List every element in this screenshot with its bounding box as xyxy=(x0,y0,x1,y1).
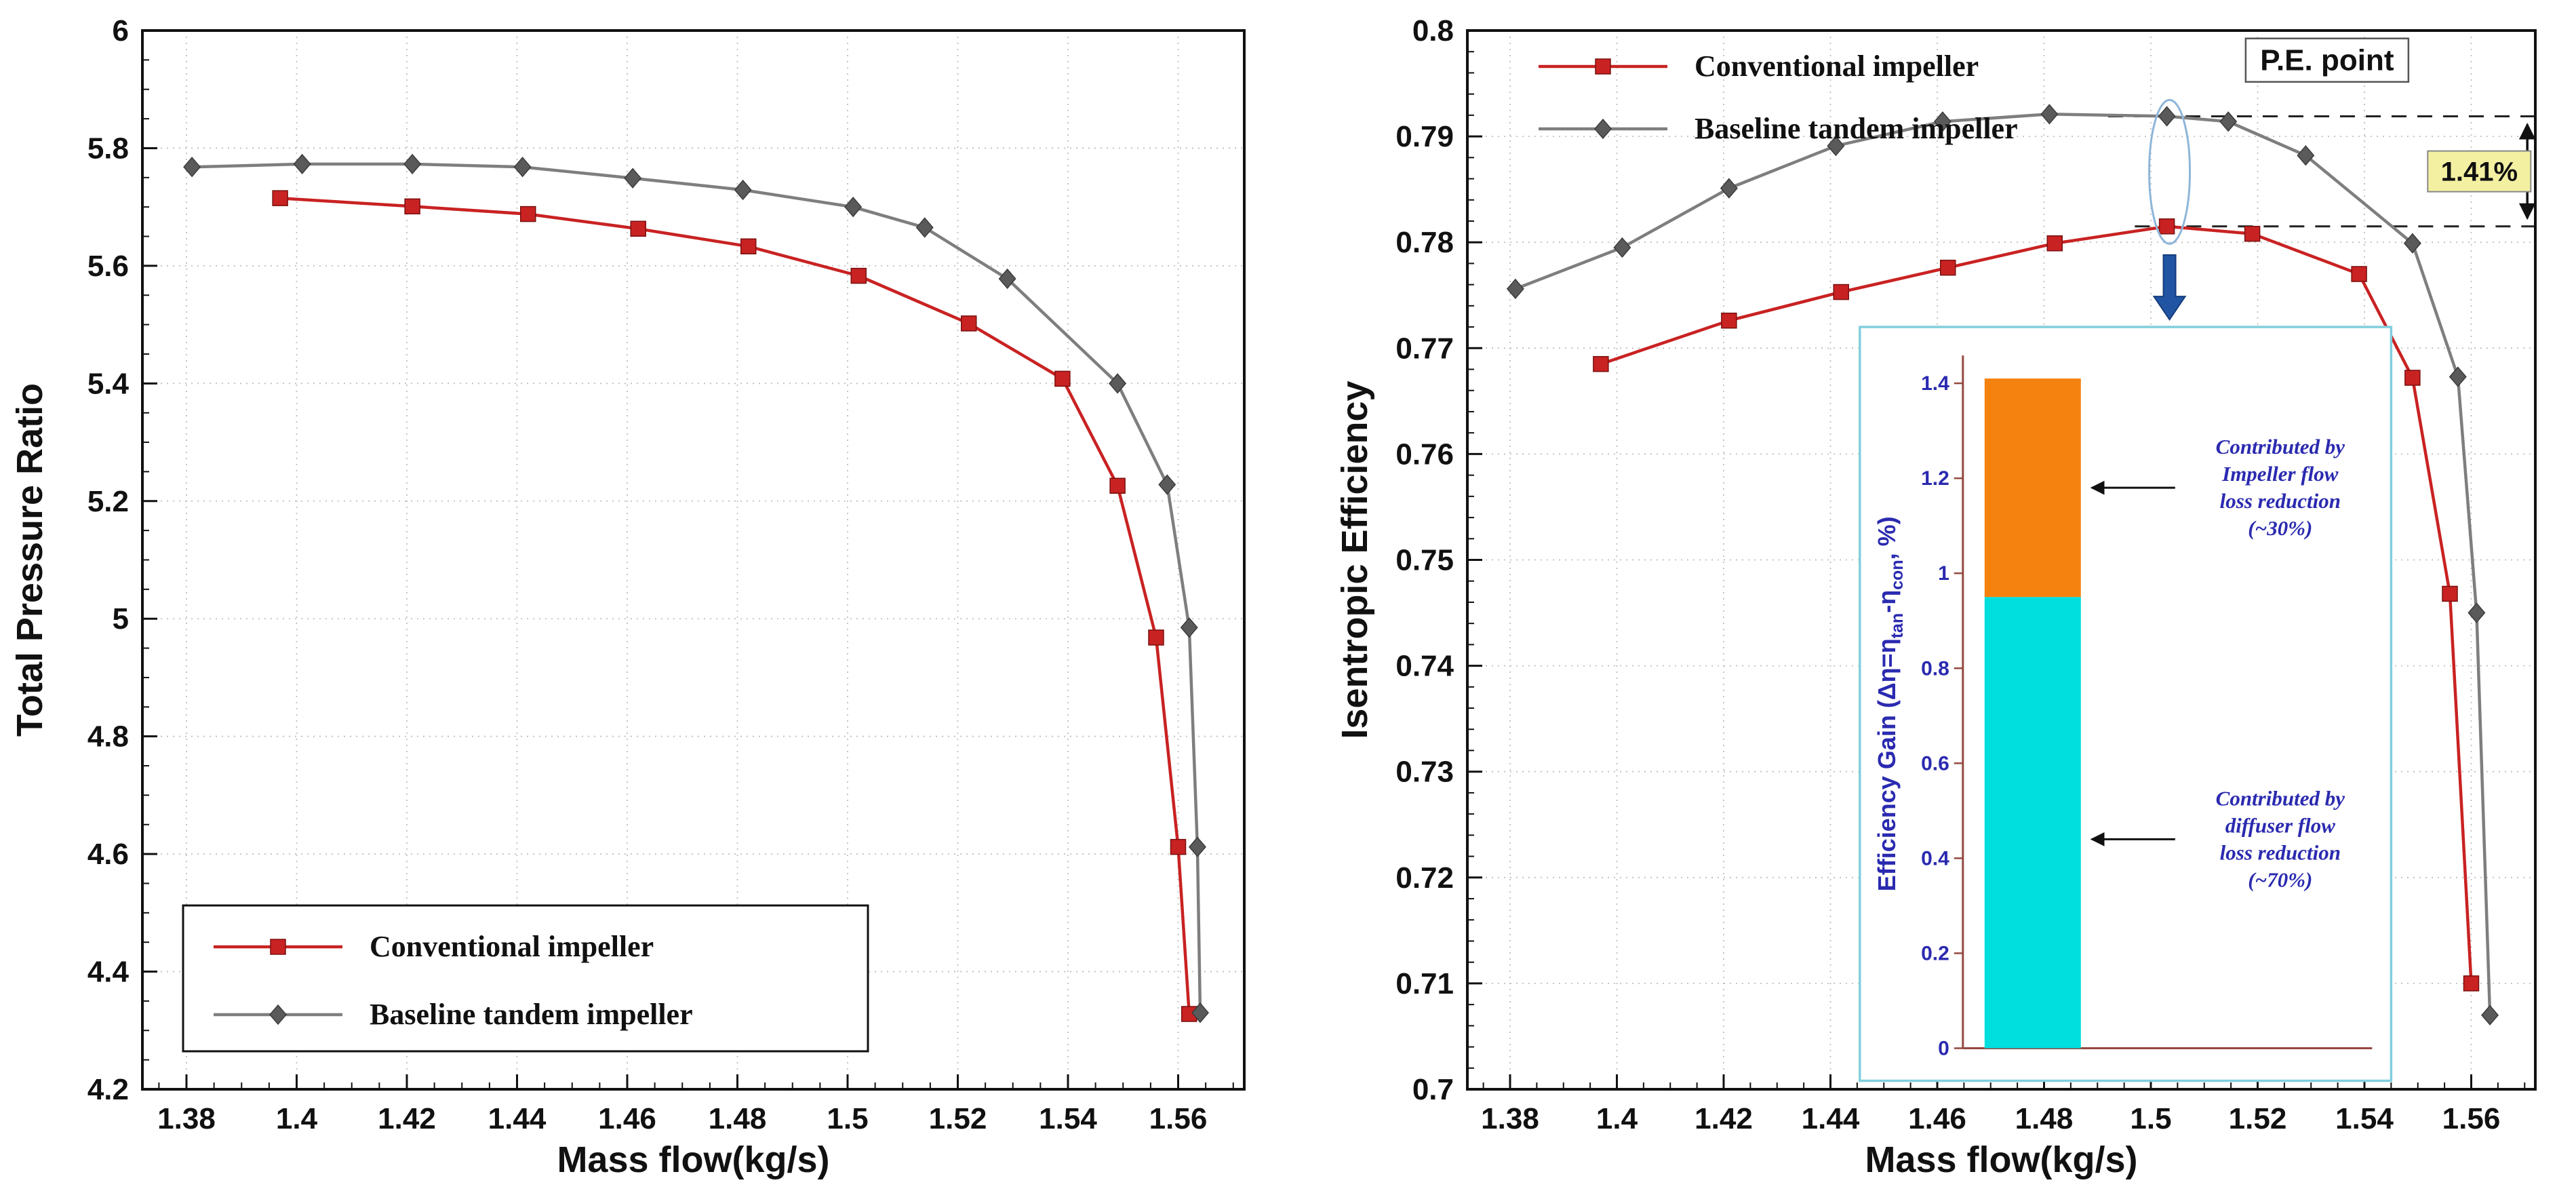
svg-text:1.48: 1.48 xyxy=(2015,1102,2074,1135)
svg-text:1.4: 1.4 xyxy=(1921,372,1949,395)
svg-text:0.7: 0.7 xyxy=(1412,1073,1454,1106)
svg-text:Isentropic Efficiency: Isentropic Efficiency xyxy=(1334,380,1375,739)
svg-text:0.77: 0.77 xyxy=(1395,332,1454,365)
svg-text:1.5: 1.5 xyxy=(827,1102,868,1135)
svg-text:Impeller flow: Impeller flow xyxy=(2221,462,2339,486)
svg-text:1.38: 1.38 xyxy=(157,1102,216,1135)
svg-text:0: 0 xyxy=(1938,1038,1949,1060)
svg-text:Conventional impeller: Conventional impeller xyxy=(370,930,654,963)
svg-text:1.52: 1.52 xyxy=(929,1102,987,1135)
svg-text:Mass flow(kg/s): Mass flow(kg/s) xyxy=(557,1139,829,1180)
svg-text:(~70%): (~70%) xyxy=(2248,867,2312,891)
svg-text:loss reduction: loss reduction xyxy=(2220,840,2341,864)
svg-text:1.54: 1.54 xyxy=(2335,1102,2394,1135)
svg-text:1.4: 1.4 xyxy=(1596,1102,1638,1135)
svg-text:5.6: 5.6 xyxy=(87,250,129,283)
series-1-baseline-tandem-impeller xyxy=(183,153,1209,1023)
svg-text:0.71: 0.71 xyxy=(1395,967,1454,1000)
svg-text:Total Pressure Ratio: Total Pressure Ratio xyxy=(9,383,50,737)
svg-text:Contributed by: Contributed by xyxy=(2216,435,2345,458)
svg-text:0.75: 0.75 xyxy=(1395,544,1454,577)
svg-text:4.8: 4.8 xyxy=(87,720,129,754)
svg-text:4.4: 4.4 xyxy=(87,956,130,989)
svg-text:4.2: 4.2 xyxy=(87,1073,129,1106)
svg-text:5.4: 5.4 xyxy=(87,367,130,400)
svg-text:P.E. point: P.E. point xyxy=(2260,44,2394,77)
svg-text:1.2: 1.2 xyxy=(1921,467,1949,490)
isentropic-efficiency-chart: 1.38 1.4 1.42 1.44 1.46 1.48 1.5 1.52 1.54 1.56 0.… xyxy=(1334,14,2537,1180)
svg-text:0.2: 0.2 xyxy=(1921,942,1949,964)
annotations: P.E. point 1.41% xyxy=(2148,37,2536,321)
svg-text:1.41%: 1.41% xyxy=(2441,157,2518,187)
svg-text:1.46: 1.46 xyxy=(598,1102,656,1135)
svg-text:1.44: 1.44 xyxy=(488,1102,547,1135)
svg-text:0.76: 0.76 xyxy=(1395,437,1454,471)
series-0-conventional-impeller xyxy=(1593,218,2480,992)
efficiency-gain-inset: 0 0.2 0.4 0.6 0.8 1 1.2 1.4 Efficiency Gain (Δη=… xyxy=(1859,326,2393,1082)
axis-labels: 1.38 1.4 1.42 1.44 1.46 1.48 1.5 1.52 1.54 1.56 4.… xyxy=(9,14,1207,1180)
svg-text:5.8: 5.8 xyxy=(87,132,129,165)
axes xyxy=(1466,29,2537,1091)
svg-text:1.56: 1.56 xyxy=(1149,1102,1208,1135)
svg-text:1.46: 1.46 xyxy=(1908,1102,1966,1135)
svg-text:Efficiency Gain (Δη=ηtan-ηcon,: Efficiency Gain (Δη=ηtan-ηcon, %) xyxy=(1873,516,1907,891)
svg-text:Baseline tandem impeller: Baseline tandem impeller xyxy=(370,998,693,1031)
legend: Conventional impeller Baseline tandem imp… xyxy=(182,904,869,1053)
svg-text:0.6: 0.6 xyxy=(1921,752,1949,775)
svg-text:Mass flow(kg/s): Mass flow(kg/s) xyxy=(1865,1139,2137,1180)
svg-text:Conventional impeller: Conventional impeller xyxy=(1695,50,1979,83)
svg-text:0.8: 0.8 xyxy=(1412,14,1454,47)
dashed-guides xyxy=(2108,115,2535,228)
svg-text:0.72: 0.72 xyxy=(1395,861,1454,895)
svg-text:(~30%): (~30%) xyxy=(2248,516,2312,540)
svg-text:0.78: 0.78 xyxy=(1395,226,1454,259)
svg-text:1.38: 1.38 xyxy=(1481,1102,1539,1135)
svg-text:1.4: 1.4 xyxy=(276,1102,318,1135)
svg-text:Contributed by: Contributed by xyxy=(2216,786,2345,810)
svg-text:0.4: 0.4 xyxy=(1921,847,1949,870)
svg-text:1.44: 1.44 xyxy=(1802,1102,1860,1135)
svg-text:5: 5 xyxy=(113,602,129,636)
svg-text:0.79: 0.79 xyxy=(1395,120,1454,153)
svg-text:1.48: 1.48 xyxy=(709,1102,767,1135)
axes xyxy=(141,29,1246,1091)
series-0-conventional-impeller xyxy=(272,190,1197,1022)
svg-text:6: 6 xyxy=(113,14,129,47)
svg-text:1.5: 1.5 xyxy=(2130,1102,2171,1135)
svg-text:1.54: 1.54 xyxy=(1039,1102,1097,1135)
svg-text:1: 1 xyxy=(1938,562,1949,585)
svg-text:4.6: 4.6 xyxy=(87,838,129,871)
svg-text:Baseline tandem impeller: Baseline tandem impeller xyxy=(1695,112,2018,145)
svg-text:0.74: 0.74 xyxy=(1395,650,1454,683)
svg-text:0.73: 0.73 xyxy=(1395,756,1454,789)
svg-text:1.42: 1.42 xyxy=(1695,1102,1753,1135)
svg-text:1.42: 1.42 xyxy=(378,1102,436,1135)
svg-text:loss reduction: loss reduction xyxy=(2220,489,2341,513)
legend: Conventional impeller Baseline tandem imp… xyxy=(1539,50,2018,145)
svg-text:diffuser flow: diffuser flow xyxy=(2225,813,2336,837)
svg-text:1.52: 1.52 xyxy=(2229,1102,2287,1135)
series-1-baseline-tandem-impeller xyxy=(1506,104,2499,1026)
axis-labels: 1.38 1.4 1.42 1.44 1.46 1.48 1.5 1.52 1.54 1.56 0.… xyxy=(1334,14,2500,1180)
svg-text:0.8: 0.8 xyxy=(1921,657,1949,680)
svg-text:1.56: 1.56 xyxy=(2442,1102,2501,1135)
total-pressure-ratio-chart: 1.38 1.4 1.42 1.44 1.46 1.48 1.5 1.52 1.54 1.56 4.… xyxy=(9,14,1246,1180)
svg-text:5.2: 5.2 xyxy=(87,485,129,518)
